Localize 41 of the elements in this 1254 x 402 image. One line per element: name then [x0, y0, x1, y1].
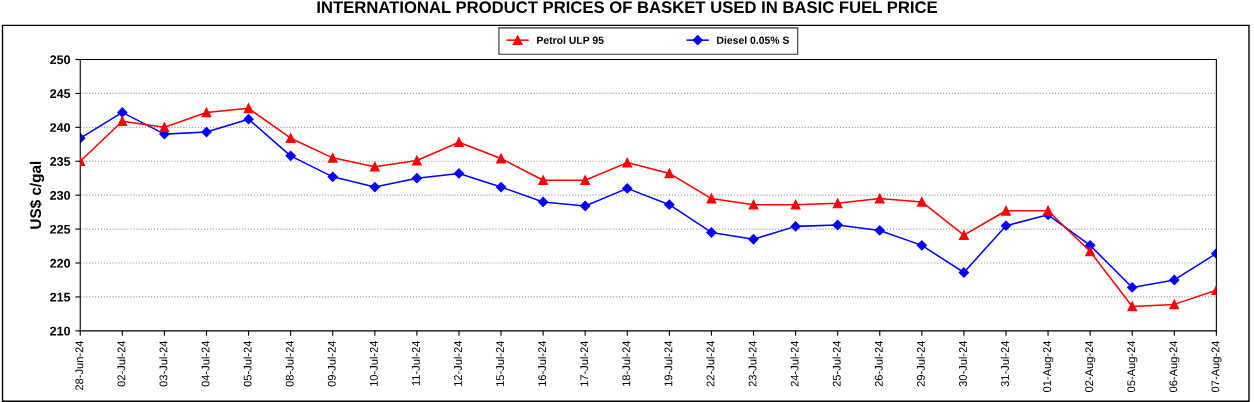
y-tick-label: 215 — [50, 292, 71, 302]
x-tick-label: 05-Jul-24 — [243, 340, 252, 387]
x-tick-label: 22-Jul-24 — [706, 340, 715, 387]
y-tick-label: 210 — [50, 326, 71, 336]
y-tick-label: 235 — [50, 157, 71, 166]
y-axis-title: US$ c/gal — [29, 161, 45, 229]
x-tick-label: 08-Jul-24 — [285, 340, 294, 387]
x-tick-label: 10-Jul-24 — [369, 340, 378, 387]
x-tick-label: 19-Jul-24 — [664, 340, 673, 387]
x-tick-label: 31-Jul-24 — [1000, 340, 1009, 387]
x-tick-label: 17-Jul-24 — [580, 340, 589, 387]
x-tick-label: 23-Jul-24 — [748, 340, 757, 387]
y-tick-label: 230 — [50, 190, 71, 200]
x-tick-label: 28-Jun-24 — [75, 340, 84, 391]
x-tick-label: 04-Jul-24 — [201, 340, 210, 387]
x-tick-label: 09-Jul-24 — [327, 340, 336, 387]
y-tick-label: 240 — [50, 123, 71, 132]
y-tick-label: 245 — [50, 89, 71, 99]
x-tick-label: 05-Aug-24 — [1127, 340, 1138, 393]
x-tick-label: 11-Jul-24 — [411, 340, 420, 386]
y-tick-label: 225 — [50, 224, 71, 234]
legend-label: Petrol ULP 95 — [537, 36, 604, 44]
x-tick-label: 25-Jul-24 — [832, 340, 841, 387]
x-tick-label: 16-Jul-24 — [537, 340, 547, 387]
x-tick-label: 24-Jul-24 — [790, 340, 799, 387]
x-tick-label: 26-Jul-24 — [874, 340, 883, 387]
x-tick-label: 01-Aug-24 — [1043, 340, 1054, 393]
x-tick-label: 03-Jul-24 — [159, 340, 168, 387]
x-tick-label: 18-Jul-24 — [622, 340, 631, 387]
x-tick-label: 02-Jul-24 — [117, 340, 126, 387]
x-tick-label: 12-Jul-24 — [453, 340, 462, 387]
y-tick-label: 220 — [50, 258, 71, 268]
x-tick-label: 07-Aug-24 — [1211, 340, 1222, 393]
x-tick-label: 15-Jul-24 — [495, 340, 505, 387]
chart-title: INTERNATIONAL PRODUCT PRICES OF BASKET USED IN BASIC FUEL PRICE — [317, 1, 938, 14]
x-tick-label: 06-Aug-24 — [1169, 340, 1180, 393]
x-tick-label: 30-Jul-24 — [958, 340, 967, 387]
y-tick-label: 250 — [50, 55, 71, 65]
x-tick-label: 02-Aug-24 — [1085, 340, 1096, 393]
x-tick-label: 29-Jul-24 — [916, 340, 925, 387]
legend-label: Diesel 0.05% S — [717, 36, 789, 44]
